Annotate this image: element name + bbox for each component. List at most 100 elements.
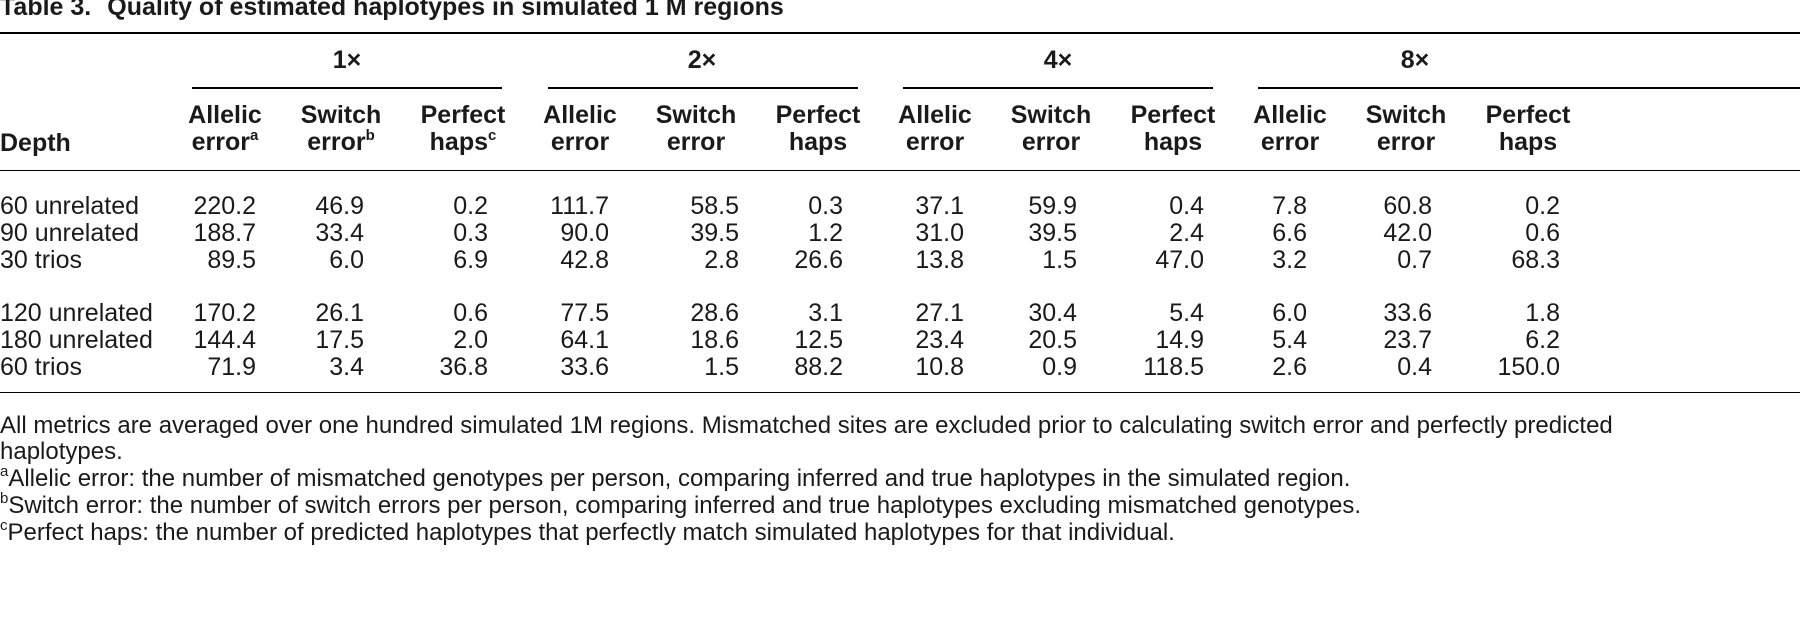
footnote-text: Switch error: the number of switch error…: [8, 492, 1362, 519]
table-cell: 12.5: [794, 326, 843, 354]
top-rule: [0, 32, 1800, 34]
table-cell: 220.2: [193, 192, 256, 220]
column-header: Switch error: [636, 102, 756, 156]
group-span-rule: [1258, 87, 1800, 89]
column-header-line2: error: [905, 128, 965, 156]
table-cell: 27.1: [915, 299, 964, 327]
table-cell: 13.8: [915, 246, 964, 274]
table-cell: 6.0: [1272, 299, 1307, 327]
column-header: Allelic error: [520, 102, 640, 156]
table-cell: 0.7: [1397, 246, 1432, 274]
table-cell: 47.0: [1155, 246, 1204, 274]
table-cell: 33.4: [315, 219, 364, 247]
table-cell: 1.8: [1525, 299, 1560, 327]
table-cell: 3.2: [1272, 246, 1307, 274]
table-cell: 6.0: [329, 246, 364, 274]
table-cell: 3.1: [808, 299, 843, 327]
table-cell: 0.3: [808, 192, 843, 220]
column-header-line2: hapsc: [429, 127, 497, 156]
table-cell: 36.8: [439, 353, 488, 381]
row-label: 180 unrelated: [0, 326, 153, 354]
table-cell: 0.6: [1525, 219, 1560, 247]
table-cell: 1.5: [704, 353, 739, 381]
header-bottom-rule: [0, 170, 1800, 171]
table-cell: 46.9: [315, 192, 364, 220]
table-caption: Table 3. Quality of estimated haplotypes …: [0, 0, 784, 22]
column-header-line2: haps: [1498, 128, 1558, 156]
column-header-line2: error: [550, 128, 610, 156]
table-cell: 26.6: [794, 246, 843, 274]
footnote-marker: a: [0, 463, 9, 480]
table-cell: 5.4: [1169, 299, 1204, 327]
table-cell: 7.8: [1272, 192, 1307, 220]
table-cell: 39.5: [690, 219, 739, 247]
table-cell: 33.6: [1383, 299, 1432, 327]
group-header-2: 2×: [687, 46, 717, 74]
column-header-line1: Allelic: [543, 101, 617, 129]
column-header-line1: Switch: [300, 101, 382, 129]
table-cell: 88.2: [794, 353, 843, 381]
column-header-line2: haps: [788, 128, 848, 156]
table-cell: 144.4: [193, 326, 256, 354]
table-cell: 2.8: [704, 246, 739, 274]
table-cell: 18.6: [690, 326, 739, 354]
table-cell: 64.1: [560, 326, 609, 354]
table-cell: 10.8: [915, 353, 964, 381]
table-cell: 0.6: [453, 299, 488, 327]
column-header-line2: error: [666, 128, 726, 156]
table-cell: 0.2: [1525, 192, 1560, 220]
footnote-marker: b: [0, 490, 9, 507]
column-header-line1: Perfect: [1485, 101, 1571, 129]
column-header: Switch errorb: [281, 102, 401, 156]
row-header-depth: Depth: [0, 129, 71, 157]
group-span-rule: [903, 87, 1213, 89]
table-cell: 6.9: [453, 246, 488, 274]
column-header-line1: Switch: [1010, 101, 1092, 129]
column-header: Switch error: [1346, 102, 1466, 156]
table-cell: 2.6: [1272, 353, 1307, 381]
column-header: Allelic errora: [165, 102, 285, 156]
group-header-4: 8×: [1400, 46, 1430, 74]
footnote: aAllelic error: the number of mismatched…: [0, 464, 1350, 494]
column-header-line1: Switch: [1365, 101, 1447, 129]
footnote-marker: c: [488, 127, 497, 144]
column-header-line2: error: [1260, 128, 1320, 156]
table-cell: 37.1: [915, 192, 964, 220]
table-cell: 6.2: [1525, 326, 1560, 354]
table-cell: 23.4: [915, 326, 964, 354]
column-header-line2: errorb: [307, 127, 375, 156]
table-cell: 3.4: [329, 353, 364, 381]
table-cell: 118.5: [1143, 353, 1204, 381]
table-cell: 2.0: [453, 326, 488, 354]
column-header: Allelic error: [875, 102, 995, 156]
table-cell: 26.1: [315, 299, 364, 327]
row-label: 30 trios: [0, 246, 82, 274]
table-cell: 2.4: [1169, 219, 1204, 247]
table-cell: 1.2: [808, 219, 843, 247]
column-header-line1: Switch: [655, 101, 737, 129]
row-label: 90 unrelated: [0, 219, 140, 247]
column-header-line1: Allelic: [188, 101, 262, 129]
table-cell: 150.0: [1497, 353, 1560, 381]
row-label: 120 unrelated: [0, 299, 153, 327]
table-cell: 42.8: [560, 246, 609, 274]
table-label: Table 3.: [0, 0, 92, 21]
table-cell: 0.9: [1042, 353, 1077, 381]
table-cell: 6.6: [1272, 219, 1307, 247]
table-cell: 111.7: [550, 192, 609, 220]
column-header: Perfect haps: [758, 102, 878, 156]
table-cell: 58.5: [690, 192, 739, 220]
table-cell: 33.6: [560, 353, 609, 381]
table-cell: 188.7: [193, 219, 256, 247]
table-cell: 0.2: [453, 192, 488, 220]
column-header-line1: Perfect: [420, 101, 506, 129]
footnote: haplotypes.: [0, 437, 123, 467]
row-label: 60 trios: [0, 353, 82, 381]
table-cell: 5.4: [1272, 326, 1307, 354]
column-header: Switch error: [991, 102, 1111, 156]
table-cell: 0.4: [1169, 192, 1204, 220]
table-cell: 42.0: [1383, 219, 1432, 247]
footnote-text: haplotypes.: [0, 438, 123, 465]
column-header-line2: error: [1376, 128, 1436, 156]
table-cell: 0.3: [453, 219, 488, 247]
